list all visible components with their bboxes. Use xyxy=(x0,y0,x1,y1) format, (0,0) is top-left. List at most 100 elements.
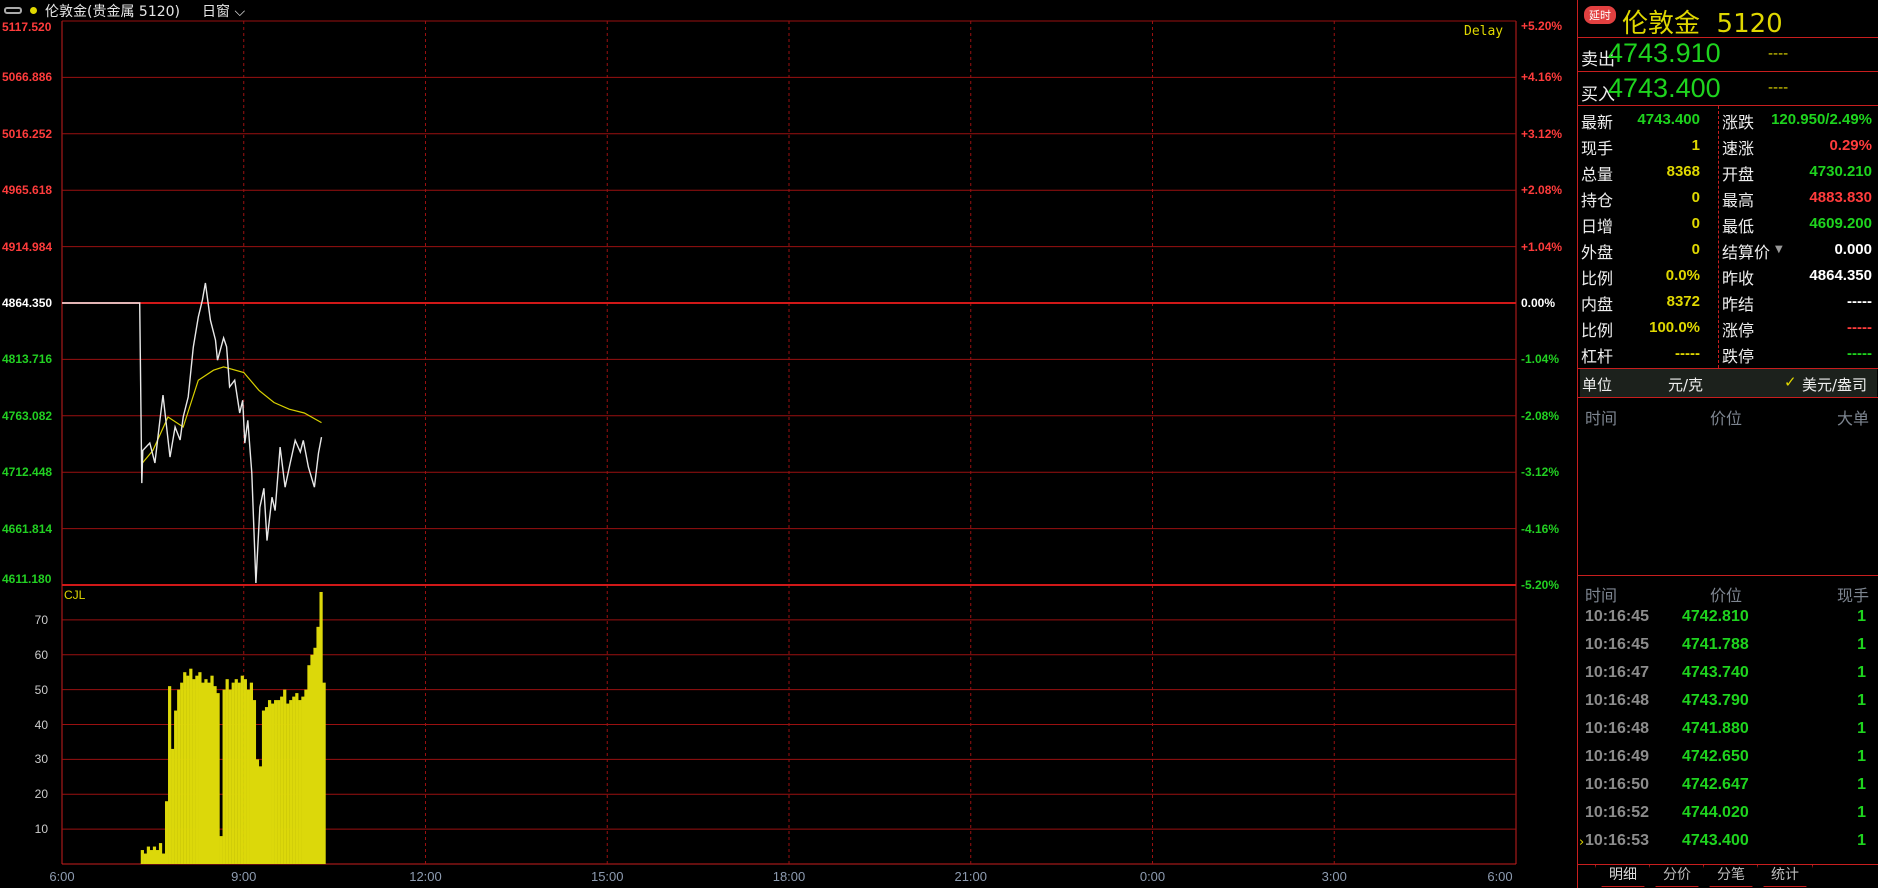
tick-row[interactable]: 10:16:48 4743.790 1 xyxy=(1578,692,1878,720)
stat-label: 昨收 xyxy=(1722,269,1755,288)
volume-bar xyxy=(228,689,232,864)
big-order-header-size: 大单 xyxy=(1836,409,1869,428)
volume-bar xyxy=(258,766,263,864)
stat-label: 速涨 xyxy=(1722,139,1755,158)
dropdown-arrow-icon[interactable]: ▼ xyxy=(1775,244,1783,255)
stat-row: 最新 4743.400 涨跌 120.950/2.49% xyxy=(1578,106,1878,132)
stat-value: ----- xyxy=(1847,293,1872,310)
price-tick-label: 4813.716 xyxy=(2,352,53,367)
title-bar: 伦敦金(贵金属 5120) 日窗 ⌵ xyxy=(0,0,1577,21)
pct-tick-label: -3.12% xyxy=(1521,465,1560,480)
tick-row[interactable]: 10:16:47 4743.740 1 xyxy=(1578,664,1878,692)
time-tick-label: 21:00 xyxy=(954,869,988,884)
tick-row[interactable]: 10:16:50 4742.647 1 xyxy=(1578,776,1878,804)
unit-option-usd-oz[interactable]: 美元/盎司 xyxy=(1802,376,1868,394)
tick-time: 10:16:49 xyxy=(1585,748,1650,765)
intraday-chart[interactable] xyxy=(0,0,1577,888)
volume-bar xyxy=(140,850,144,864)
volume-bar xyxy=(264,707,269,864)
time-tick-label: 9:00 xyxy=(231,869,257,884)
volume-bar xyxy=(234,679,238,864)
volume-bar xyxy=(171,748,175,864)
volume-bar xyxy=(198,672,202,864)
stat-value: ----- xyxy=(1675,345,1700,362)
stat-value: 4730.210 xyxy=(1809,163,1872,180)
volume-bar xyxy=(322,682,326,864)
stat-label: 持仓 xyxy=(1581,191,1614,210)
tab-stats[interactable]: 统计 xyxy=(1757,865,1813,887)
tab-detail[interactable]: 明细 xyxy=(1595,865,1651,887)
volume-bar xyxy=(222,689,226,864)
volume-bar xyxy=(216,693,220,864)
panel-tabs: 明细 分价 分笔 统计 xyxy=(1595,865,1813,888)
stat-value: 4609.200 xyxy=(1809,215,1872,232)
tick-row[interactable]: 10:16:52 4744.020 1 xyxy=(1578,804,1878,832)
volume-bar xyxy=(237,682,241,864)
volume-bar xyxy=(304,689,308,864)
tick-row[interactable]: 10:16:53 4743.400 1 xyxy=(1578,832,1878,860)
volume-tick-label: 20 xyxy=(34,787,48,802)
unit-row: 单位 元/克 ✓ 美元/盎司 xyxy=(1580,369,1877,397)
volume-bar xyxy=(249,682,254,864)
time-tick-label: 6:00 xyxy=(1487,869,1513,884)
volume-bar xyxy=(192,679,196,864)
check-icon: ✓ xyxy=(1784,373,1797,391)
time-tick-label: 6:00 xyxy=(49,869,75,884)
stat-label: 日增 xyxy=(1581,217,1614,236)
stat-value: ----- xyxy=(1847,345,1872,362)
stat-row: 现手 1 速涨 0.29% xyxy=(1578,132,1878,158)
stat-value: 0.000 xyxy=(1834,241,1872,258)
tick-volume: 1 xyxy=(1857,832,1866,849)
tick-row[interactable]: 10:16:45 4742.810 1 xyxy=(1578,608,1878,636)
volume-bar xyxy=(207,682,211,864)
volume-bar xyxy=(301,696,305,864)
current-row-marker-icon: › xyxy=(1579,835,1585,850)
link-icon[interactable] xyxy=(4,7,22,14)
stat-label: 涨跌 xyxy=(1722,113,1755,132)
stat-label[interactable]: 结算价 xyxy=(1722,243,1771,262)
price-tick-label: 5117.520 xyxy=(2,20,52,34)
tab-price-dist[interactable]: 分价 xyxy=(1649,865,1705,887)
tick-header-price: 价位 xyxy=(1710,586,1743,605)
tick-time: 10:16:45 xyxy=(1585,608,1650,625)
price-tick-label: 5066.886 xyxy=(2,70,53,85)
volume-bar xyxy=(277,700,281,864)
volume-bar xyxy=(210,675,214,864)
stat-value: 8372 xyxy=(1666,293,1700,310)
volume-tick-label: 10 xyxy=(34,822,48,837)
tick-row[interactable]: 10:16:49 4742.650 1 xyxy=(1578,748,1878,776)
volume-bar xyxy=(298,700,302,864)
stat-label: 比例 xyxy=(1581,321,1614,340)
stat-label: 涨停 xyxy=(1722,321,1755,340)
stat-label: 内盘 xyxy=(1581,295,1614,314)
time-tick-label: 3:00 xyxy=(1321,869,1347,884)
stat-label: 外盘 xyxy=(1581,243,1614,262)
tick-header-volume: 现手 xyxy=(1836,586,1869,605)
volume-bar xyxy=(225,679,229,864)
window-menu[interactable]: 日窗 ⌵ xyxy=(202,1,245,21)
stat-value: 0 xyxy=(1691,189,1700,206)
volume-tick-label: 40 xyxy=(34,717,48,732)
volume-bar xyxy=(219,836,223,864)
tick-time: 10:16:47 xyxy=(1585,664,1650,681)
stat-row: 总量 8368 开盘 4730.210 xyxy=(1578,158,1878,184)
volume-tick-label: 70 xyxy=(34,612,48,627)
tick-row[interactable]: 10:16:45 4741.788 1 xyxy=(1578,636,1878,664)
stat-row: 日增 0 最低 4609.200 xyxy=(1578,210,1878,236)
unit-option-yuan-gram[interactable]: 元/克 xyxy=(1668,376,1704,394)
volume-bar xyxy=(204,679,208,864)
tick-row[interactable]: 10:16:48 4741.880 1 xyxy=(1578,720,1878,748)
stat-label: 昨结 xyxy=(1722,295,1755,314)
ask-volume: ---- xyxy=(1768,46,1789,62)
average-price-line xyxy=(141,366,322,465)
tick-price: 4744.020 xyxy=(1682,804,1749,821)
volume-bar xyxy=(158,843,163,864)
stat-row: 杠杆 ----- 跌停 ----- xyxy=(1578,340,1878,366)
volume-bar xyxy=(213,686,217,864)
tab-ticks[interactable]: 分笔 xyxy=(1703,865,1759,887)
volume-bar xyxy=(307,665,311,864)
volume-bar xyxy=(231,682,235,864)
volume-bar xyxy=(274,700,278,864)
tick-price: 4743.400 xyxy=(1682,832,1749,849)
time-tick-label: 15:00 xyxy=(590,869,624,884)
